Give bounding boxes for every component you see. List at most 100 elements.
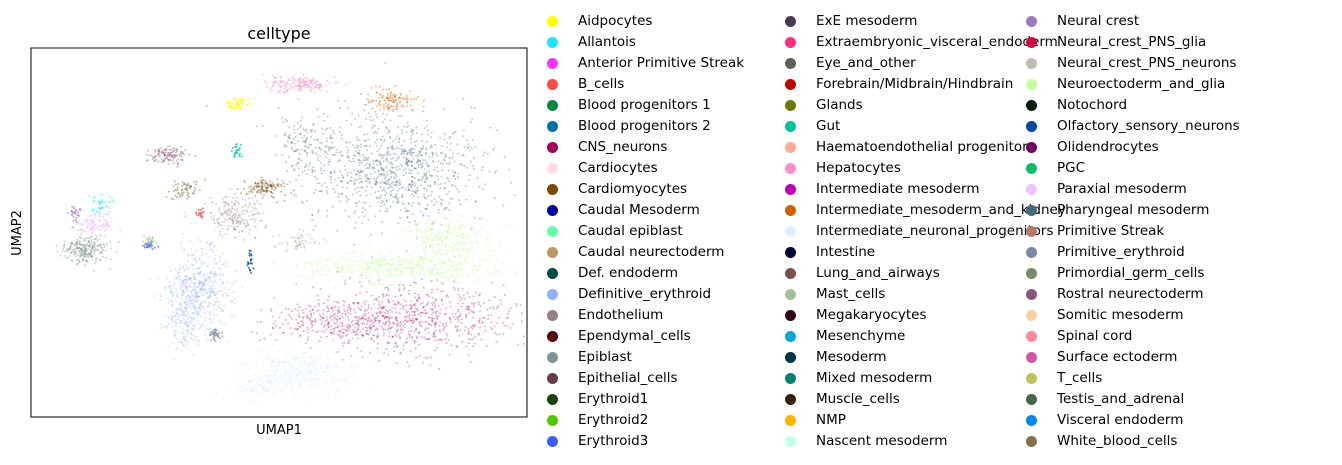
legend-marker — [1026, 352, 1037, 363]
legend-item: Paraxial mesoderm — [1021, 179, 1240, 200]
legend-marker — [547, 184, 558, 195]
legend-marker — [785, 100, 796, 111]
legend-label: Neural_crest_PNS_glia — [1057, 34, 1207, 50]
legend-label: Caudal Mesoderm — [578, 202, 700, 218]
legend-marker — [1026, 79, 1037, 90]
legend-column: Neural crest Neural_crest_PNS_glia Neural_… — [1021, 11, 1240, 452]
legend-item: Nascent mesoderm — [780, 431, 1066, 452]
legend-column: ExE mesoderm Extraembryonic_visceral_endo… — [780, 11, 1066, 452]
legend-item: Intermediate mesoderm — [780, 179, 1066, 200]
legend-marker — [1026, 100, 1037, 111]
legend-marker — [1026, 184, 1037, 195]
legend-label: Endothelium — [578, 307, 664, 323]
legend-label: Mast_cells — [816, 286, 886, 302]
cluster-neuroectoderm-and-glia — [272, 242, 519, 291]
cluster-white-blood-cells — [165, 178, 207, 201]
cluster-intermediate-mesoderm-and-kidney — [359, 85, 425, 115]
legend-item: Caudal neurectoderm — [542, 242, 744, 263]
legend-marker — [785, 121, 796, 132]
legend-label: Primitive Streak — [1057, 223, 1165, 239]
legend-label: Hepatocytes — [816, 160, 901, 176]
legend-item: Glands — [780, 95, 1066, 116]
cluster-primitive-erythroid — [209, 328, 224, 343]
legend-marker — [1026, 16, 1037, 27]
legend-label: Intermediate mesoderm — [816, 181, 980, 197]
legend-marker — [547, 205, 558, 216]
legend-item: Haematoendothelial progenitors — [780, 137, 1066, 158]
cluster-neuroectoderm-and-glia — [391, 206, 516, 278]
legend-label: Erythroid2 — [578, 412, 649, 428]
legend-marker — [1026, 58, 1037, 69]
legend-label: Somitic mesoderm — [1057, 307, 1184, 323]
legend-label: Intermediate_neuronal_progenitors — [816, 223, 1054, 239]
legend-label: Nascent mesoderm — [816, 433, 948, 449]
cluster-layer — [55, 62, 525, 405]
legend-marker — [547, 310, 558, 321]
legend-item: Intermediate_neuronal_progenitors — [780, 221, 1066, 242]
legend-item: Olfactory_sensory_neurons — [1021, 116, 1240, 137]
legend-item: Cardiomyocytes — [542, 179, 744, 200]
legend-item: White_blood_cells — [1021, 431, 1240, 452]
legend-label: Lung_and_airways — [816, 265, 940, 281]
legend-label: Megakaryocytes — [816, 307, 927, 323]
legend-marker — [785, 331, 796, 342]
cluster-neural-crest-pns-neurons — [272, 228, 328, 253]
legend-label: Epiblast — [578, 349, 632, 365]
legend-label: Neuroectoderm_and_glia — [1057, 76, 1226, 92]
legend-label: CNS_neurons — [578, 139, 668, 155]
legend-label: PGC — [1057, 160, 1086, 176]
cluster-mesoderm — [205, 62, 516, 259]
legend-item: Muscle_cells — [780, 389, 1066, 410]
legend-marker — [547, 16, 558, 27]
cluster-definitive-erythroid — [162, 281, 209, 361]
legend-marker — [1026, 373, 1037, 384]
legend-marker — [1026, 121, 1037, 132]
legend-item: Testis_and_adrenal — [1021, 389, 1240, 410]
legend-item: Pharyngeal mesoderm — [1021, 200, 1240, 221]
legend-label: Ependymal_cells — [578, 328, 691, 344]
legend-label: Caudal epiblast — [578, 223, 683, 239]
legend-marker — [547, 163, 558, 174]
legend-marker — [785, 247, 796, 258]
legend-marker — [547, 79, 558, 90]
legend-item: Mixed mesoderm — [780, 368, 1066, 389]
legend-marker — [1026, 289, 1037, 300]
legend-marker — [1026, 226, 1037, 237]
legend-label: Testis_and_adrenal — [1057, 391, 1185, 407]
legend-item: Blood progenitors 2 — [542, 116, 744, 137]
legend-item: Surface ectoderm — [1021, 347, 1240, 368]
legend-marker — [1026, 205, 1037, 216]
legend-label: Erythroid3 — [578, 433, 649, 449]
legend-marker — [785, 289, 796, 300]
legend-marker — [547, 352, 558, 363]
legend-marker — [785, 142, 796, 153]
cluster-intermediate-neuronal-progenitors — [215, 365, 289, 405]
legend-label: Mesoderm — [816, 349, 887, 365]
legend-item: Erythroid3 — [542, 431, 744, 452]
legend-label: Aidpocytes — [578, 13, 653, 29]
legend-column: Aidpocytes Allantois Anterior Primitive St… — [542, 11, 744, 452]
legend-marker — [1026, 310, 1037, 321]
legend-marker — [785, 310, 796, 321]
legend-item: Primitive Streak — [1021, 221, 1240, 242]
legend-marker — [1026, 415, 1037, 426]
legend-item: Definitive_erythroid — [542, 284, 744, 305]
legend-item: Gut — [780, 116, 1066, 137]
legend-item: Mesenchyme — [780, 326, 1066, 347]
umap-plot: celltype UMAP1 UMAP2 — [10, 24, 528, 438]
legend-item: Erythroid1 — [542, 389, 744, 410]
cluster-endothelium — [203, 187, 267, 244]
legend-label: Blood progenitors 2 — [578, 118, 711, 134]
legend-item: Visceral endoderm — [1021, 410, 1240, 431]
legend-item: PGC — [1021, 158, 1240, 179]
legend-marker — [785, 16, 796, 27]
legend-label: Notochord — [1057, 97, 1128, 113]
legend-marker — [547, 121, 558, 132]
legend-marker — [785, 226, 796, 237]
legend-marker — [785, 352, 796, 363]
cluster-epiblast — [55, 228, 120, 272]
legend-marker — [785, 268, 796, 279]
chart-title: celltype — [247, 24, 310, 43]
legend-item: Epiblast — [542, 347, 744, 368]
legend-label: Def. endoderm — [578, 265, 679, 281]
